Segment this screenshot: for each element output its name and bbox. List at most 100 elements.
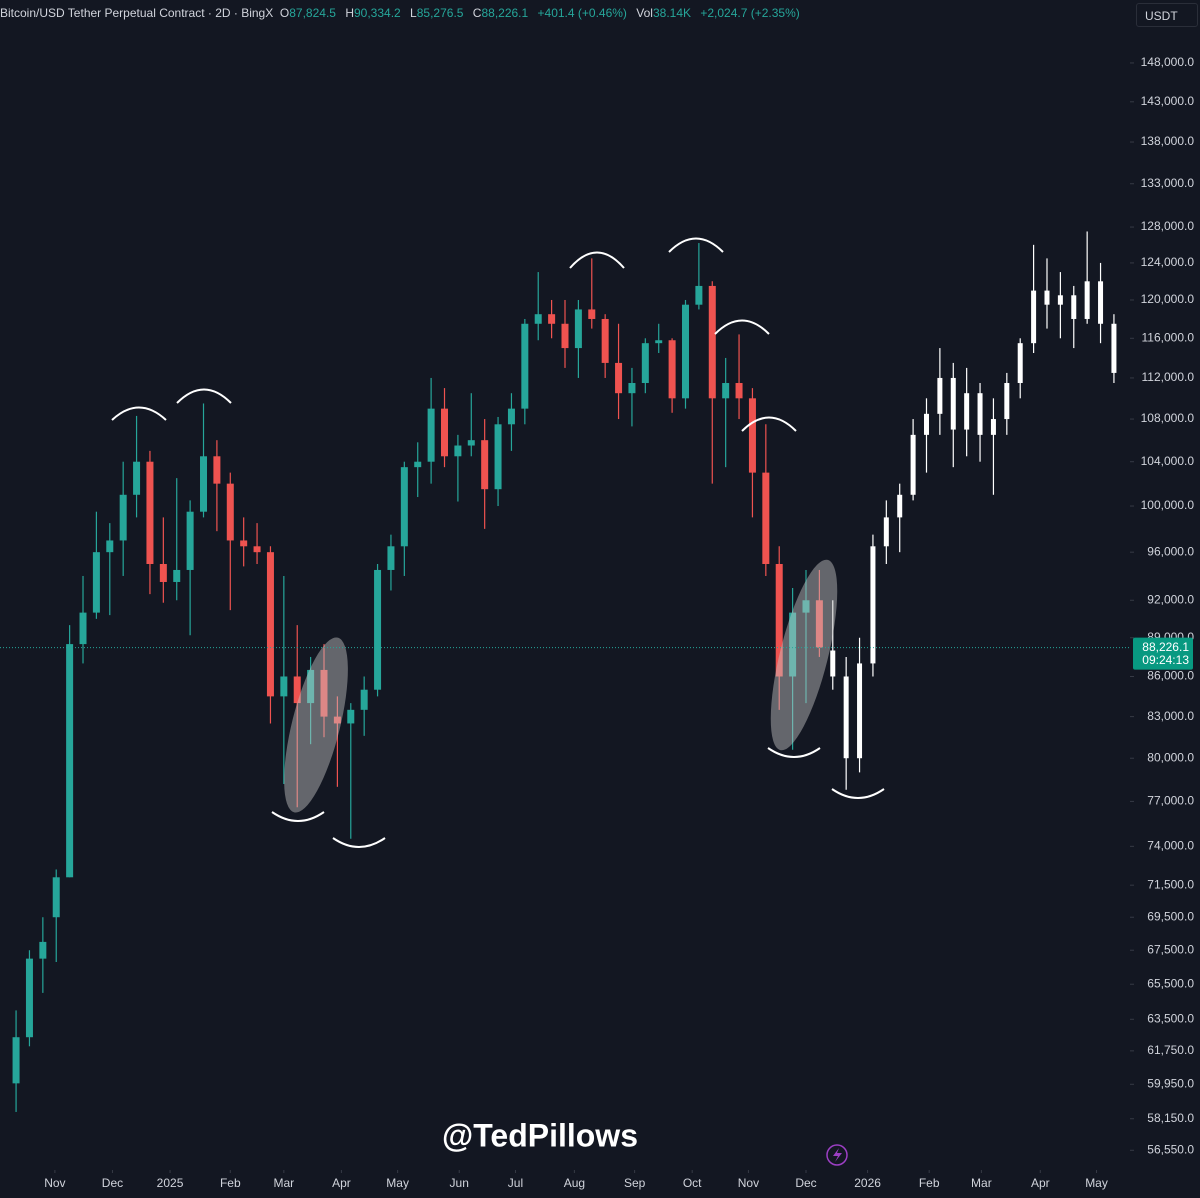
x-tick-label: Oct: [683, 1176, 702, 1190]
y-tick-label: 116,000.0: [1142, 330, 1195, 344]
ohlc-key: C: [472, 6, 482, 20]
candle-body: [964, 393, 970, 430]
candle-body: [655, 340, 663, 344]
last-price-box: [1133, 637, 1193, 670]
candle-body: [1071, 295, 1077, 319]
y-tick-label: 96,000.0: [1147, 544, 1194, 558]
candle-body: [1031, 290, 1037, 344]
y-tick-label: 69,500.0: [1147, 909, 1194, 923]
currency-button[interactable]: USDT: [1136, 3, 1198, 27]
candle-body: [374, 569, 382, 690]
candle-body: [830, 650, 836, 677]
bottom-arc: [271, 811, 325, 822]
candle-body: [133, 461, 141, 495]
candle-body: [333, 716, 341, 724]
ohlc-key: L: [410, 6, 417, 20]
candle-body: [923, 413, 929, 435]
bottom-arc: [332, 837, 386, 848]
candle-body: [347, 709, 355, 724]
y-tick-label: 77,000.0: [1147, 794, 1194, 808]
top-arc: [741, 416, 797, 432]
candle-body: [454, 445, 462, 457]
candle-body: [641, 343, 649, 384]
candle-body: [601, 318, 609, 363]
top-arc: [668, 237, 724, 253]
x-tick-label: Apr: [1031, 1176, 1050, 1190]
candle-body: [695, 285, 703, 305]
candle-body: [467, 440, 475, 446]
y-tick-label: 67,500.0: [1147, 942, 1194, 956]
candle-body: [548, 314, 556, 324]
ohlc-key: H: [345, 6, 354, 20]
candle-body: [39, 941, 47, 959]
x-tick-label: 2026: [854, 1176, 881, 1190]
candle-body: [173, 569, 181, 582]
candle-body: [588, 309, 596, 319]
y-tick-label: 59,950.0: [1147, 1076, 1194, 1090]
candle-body: [507, 408, 515, 425]
candle-body: [414, 461, 422, 468]
y-tick-label: 71,500.0: [1147, 877, 1194, 891]
candle-body: [1098, 281, 1104, 324]
change: +401.4 (+0.46%): [537, 6, 627, 20]
candle-body: [12, 1037, 20, 1084]
y-tick-label: 61,750.0: [1147, 1043, 1194, 1057]
candles: [12, 231, 1117, 1112]
y-tick-label: 56,550.0: [1147, 1142, 1194, 1156]
candle-body: [561, 323, 569, 349]
candle-body: [360, 689, 368, 710]
candle-body: [119, 494, 127, 541]
top-arc: [569, 251, 625, 269]
y-tick-label: 63,500.0: [1147, 1011, 1194, 1025]
candle-body: [293, 676, 301, 704]
candle-body: [937, 377, 943, 414]
candle-body: [521, 323, 529, 409]
x-tick-label: Mar: [274, 1176, 295, 1190]
candle-body: [722, 383, 730, 399]
candle-body: [92, 552, 100, 613]
y-tick-label: 65,500.0: [1147, 976, 1194, 990]
candle-body: [883, 517, 889, 547]
candle-body: [481, 440, 489, 490]
x-tick-label: Nov: [44, 1176, 65, 1190]
candle-body: [802, 600, 810, 613]
candle-body: [1057, 295, 1063, 305]
vol-key: Vol: [636, 6, 653, 20]
candle-body: [668, 340, 676, 399]
y-tick-label: 92,000.0: [1147, 592, 1194, 606]
candle-body: [1044, 290, 1050, 305]
candle-body: [990, 419, 996, 435]
x-tick-label: May: [386, 1176, 409, 1190]
candle-body: [441, 408, 449, 457]
x-tick-label: Dec: [102, 1176, 123, 1190]
y-tick-label: 104,000.0: [1141, 454, 1195, 468]
candle-body: [1084, 281, 1090, 319]
candle-body: [748, 398, 756, 473]
candle-body: [106, 540, 114, 553]
candle-body: [534, 314, 542, 324]
candle-body: [240, 540, 248, 547]
x-tick-label: Feb: [220, 1176, 241, 1190]
symbol-header: Bitcoin/USD Tether Perpetual Contract · …: [0, 6, 806, 20]
candle-body: [1111, 323, 1117, 373]
candle-body: [213, 456, 221, 484]
candle-body: [870, 546, 876, 664]
candle-body: [843, 676, 849, 759]
candle-body: [25, 958, 33, 1038]
ohlc-value: 85,276.5: [416, 6, 464, 20]
candle-body: [159, 564, 167, 582]
lightning-icon: [826, 1144, 848, 1166]
candle-body: [52, 877, 60, 918]
candle-body: [320, 669, 328, 717]
bottom-arc: [767, 747, 821, 758]
ohlc-value: 90,334.2: [353, 6, 401, 20]
candle-body: [897, 494, 903, 518]
x-tick-label: May: [1085, 1176, 1108, 1190]
candle-body: [615, 362, 623, 394]
watermark: @TedPillows: [442, 1117, 638, 1153]
candle-body: [735, 383, 743, 399]
candle-body: [910, 434, 916, 495]
candle-body: [79, 612, 87, 645]
